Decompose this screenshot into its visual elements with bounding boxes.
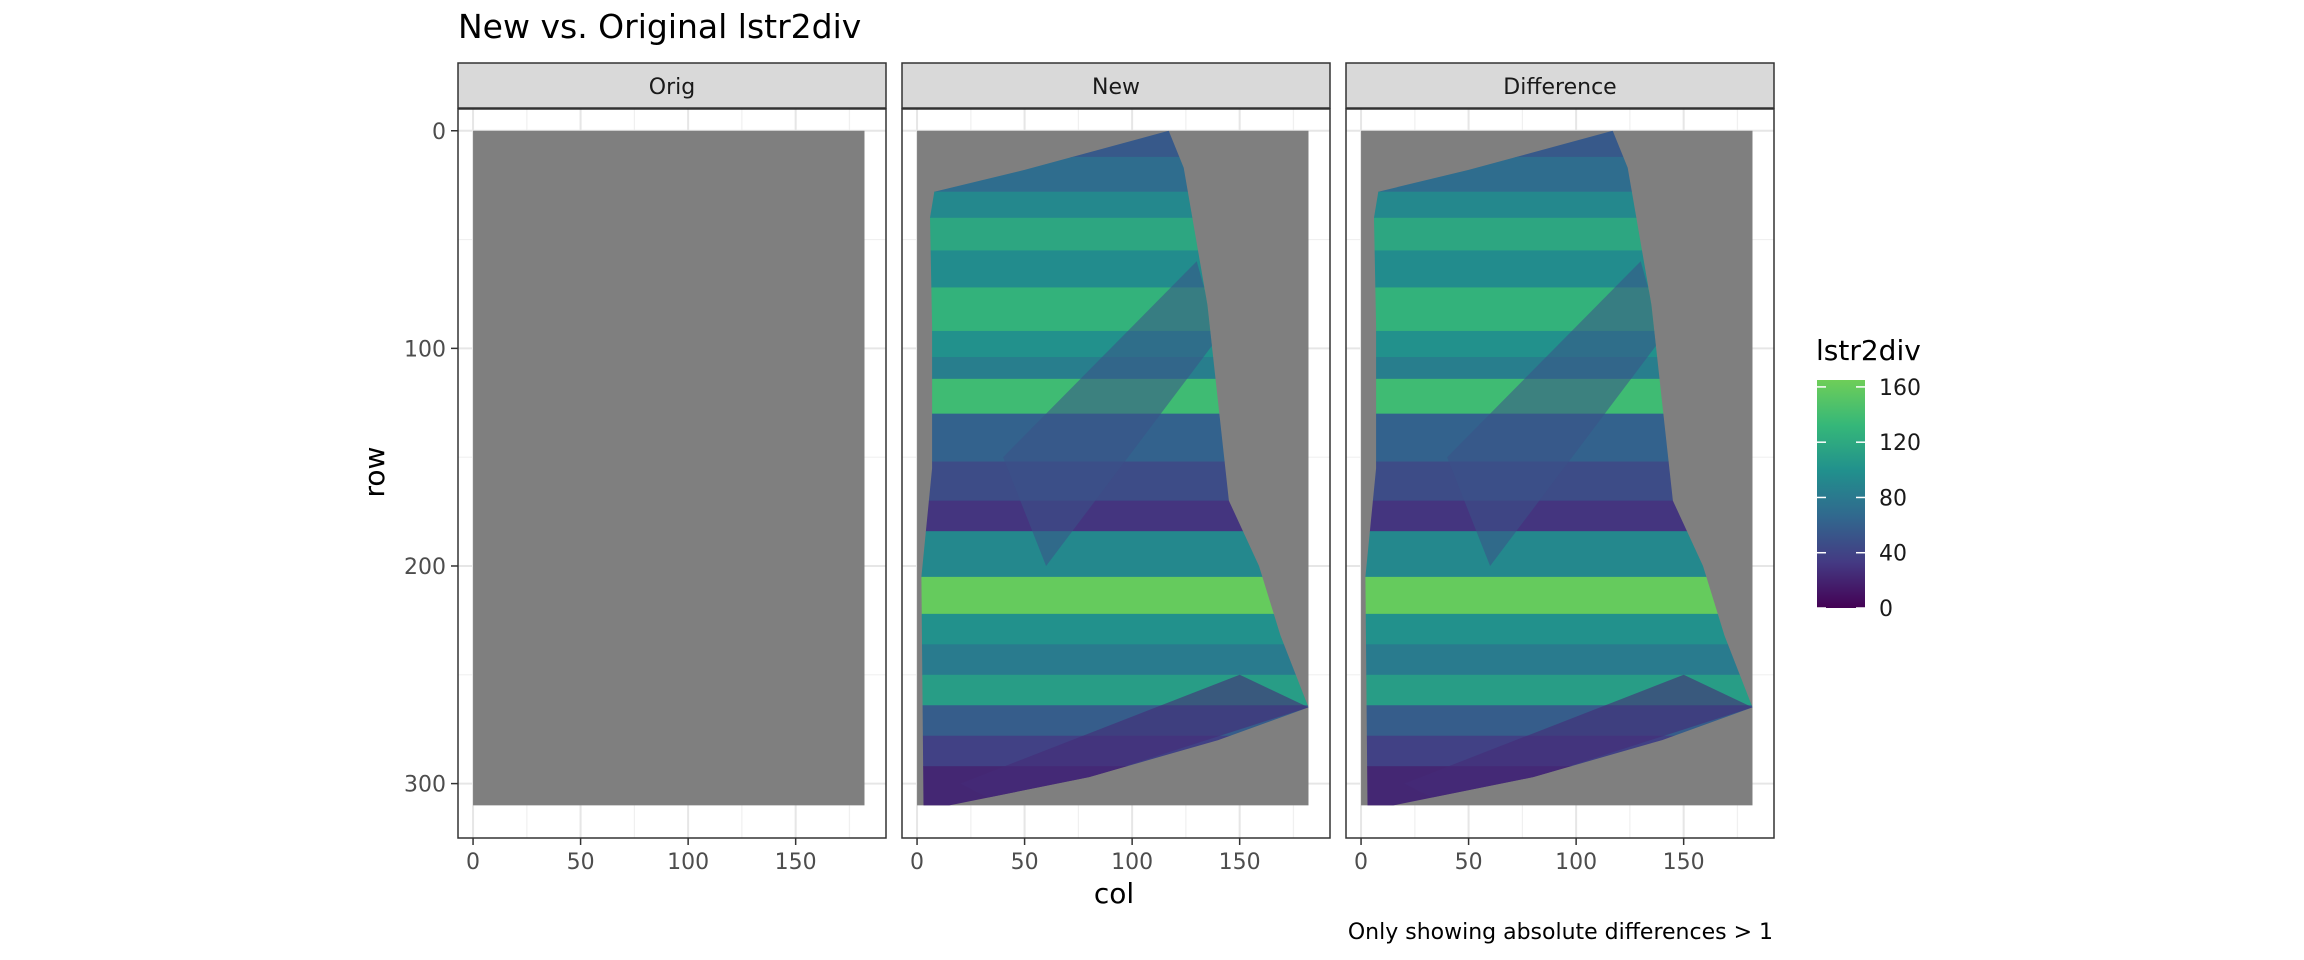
color-legend: lstr2div 0 40 80 120 160 [1816,334,1921,622]
legend-title: lstr2div [1816,334,1921,367]
heat-wedge [1404,674,1753,806]
x-tick-label: 0 [910,850,924,875]
heat-band-13 [921,576,1309,615]
chart-title: New vs. Original lstr2div [458,7,861,46]
legend-ticks: 0 40 80 120 160 [1817,376,1921,622]
raster-background [473,130,865,806]
x-tick-label: 50 [567,850,595,875]
legend-tick-label: 160 [1879,376,1921,401]
legend-tick-label: 120 [1879,431,1921,456]
facet-panel-orig: Orig 0 50 100 150 [457,62,887,875]
x-tick-label: 100 [1111,850,1153,875]
heat-band-12 [1365,531,1753,578]
y-tick-label: 100 [404,337,446,362]
x-tick-label: 50 [1455,850,1483,875]
heat-band-14 [921,613,1309,645]
x-axis-title: col [1094,877,1134,910]
legend-tick-label: 40 [1879,542,1907,567]
x-tick-label: 50 [1011,850,1039,875]
facet-strip [1345,62,1775,109]
y-axis: 0 100 200 300 [404,120,458,798]
panel-border [457,108,887,839]
x-tick-label: 150 [1663,850,1705,875]
panel-border [1345,108,1775,839]
legend-tick-label: 80 [1879,486,1907,511]
heat-band-15 [1365,644,1753,676]
x-tick-label: 100 [667,850,709,875]
x-tick-label: 100 [1555,850,1597,875]
facet-strip-label: Orig [649,75,695,100]
facet-panels: Orig 0 50 100 150 New 0 50 100 150 Difference 0 50 10… [457,62,1775,875]
x-tick-label: 150 [1219,850,1261,875]
facet-strip-label: Difference [1503,75,1616,100]
x-tick-label: 150 [775,850,817,875]
facet-strip-label: New [1092,75,1140,100]
facet-strip [457,62,887,109]
facet-panel-new: New 0 50 100 150 [901,62,1331,875]
heat-band-14 [1365,613,1753,645]
heat-wedge [1003,261,1219,566]
facet-panel-difference: Difference 0 50 100 150 [1345,62,1775,875]
panel-border [901,108,1331,839]
chart-caption: Only showing absolute differences > 1 [1348,920,1773,945]
heat-band-13 [1365,576,1753,615]
y-axis-title: row [358,447,391,498]
x-tick-label: 0 [466,850,480,875]
y-tick-label: 300 [404,773,446,798]
x-tick-label: 0 [1354,850,1368,875]
facet-strip [901,62,1331,109]
heat-wedge [1447,261,1663,566]
heat-band-15 [921,644,1309,676]
y-tick-label: 200 [404,555,446,580]
y-tick-label: 0 [432,120,446,145]
heat-band-12 [921,531,1309,578]
heat-wedge [960,674,1309,806]
legend-tick-label: 0 [1879,597,1893,622]
legend-colorbar [1817,380,1865,608]
